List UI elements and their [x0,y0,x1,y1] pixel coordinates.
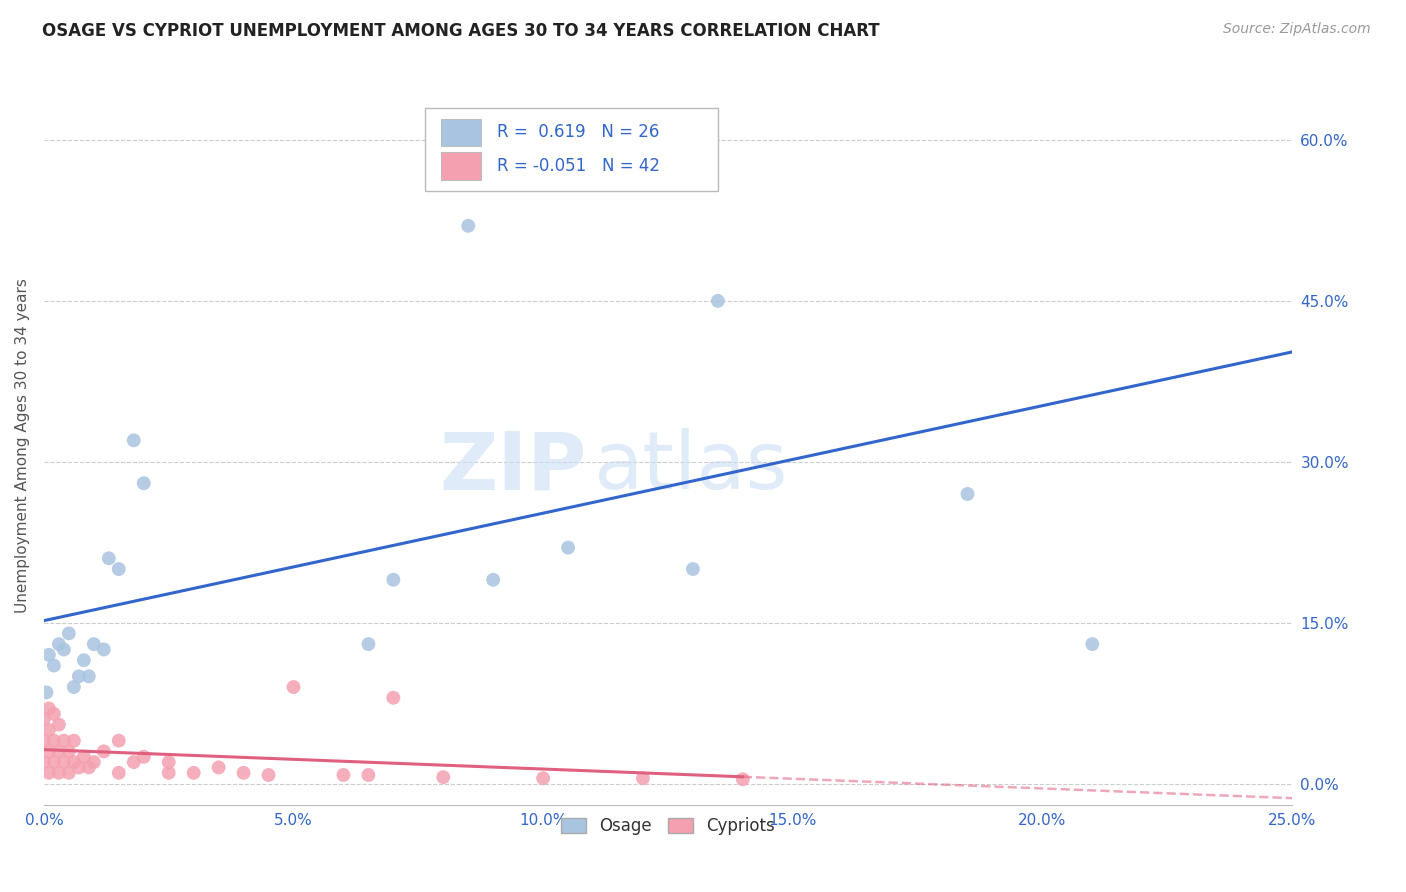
Point [73,653,96,667]
Point [157,765,180,780]
Point [631,133,654,147]
Point [183,765,205,780]
Point [257,768,280,782]
Point [58,626,80,640]
Point [332,768,354,782]
Point [38,744,60,758]
Point [432,770,454,784]
Point [83,637,105,651]
Point [63,755,86,769]
Point [52,642,75,657]
Point [631,771,654,785]
Point [107,733,129,747]
Point [35,685,58,699]
Point [32,712,55,726]
Point [67,760,90,774]
Point [682,562,704,576]
Point [48,744,70,758]
Point [58,765,80,780]
Point [283,680,305,694]
Point [956,487,979,501]
Text: R =  0.619   N = 26: R = 0.619 N = 26 [496,123,659,141]
Y-axis label: Unemployment Among Ages 30 to 34 years: Unemployment Among Ages 30 to 34 years [15,278,30,613]
Point [58,744,80,758]
Point [42,755,65,769]
Point [38,648,60,662]
Point [42,658,65,673]
FancyBboxPatch shape [425,108,718,191]
Point [482,573,505,587]
Point [122,434,145,448]
Point [42,733,65,747]
Point [232,765,254,780]
Point [707,293,730,308]
Point [107,765,129,780]
Legend: Osage, Cypriots: Osage, Cypriots [553,809,783,844]
Point [531,771,554,785]
Text: Source: ZipAtlas.com: Source: ZipAtlas.com [1223,22,1371,37]
FancyBboxPatch shape [441,119,481,146]
Point [107,562,129,576]
Point [77,669,100,683]
Point [557,541,579,555]
Point [122,755,145,769]
Point [32,733,55,747]
Point [63,680,86,694]
Point [1081,637,1104,651]
Point [73,749,96,764]
Point [132,749,155,764]
Point [77,760,100,774]
Point [52,733,75,747]
Point [132,476,155,491]
Point [38,723,60,737]
Point [63,733,86,747]
Point [38,701,60,715]
Point [207,760,229,774]
Point [52,755,75,769]
Point [357,637,380,651]
Point [38,765,60,780]
Point [93,744,115,758]
Text: R = -0.051   N = 42: R = -0.051 N = 42 [496,157,659,175]
Point [42,706,65,721]
Point [83,755,105,769]
Point [382,573,405,587]
Point [731,772,754,787]
Point [48,637,70,651]
Text: ZIP: ZIP [440,428,586,507]
Point [357,768,380,782]
Text: atlas: atlas [593,428,787,507]
Point [457,219,479,233]
Point [32,755,55,769]
Point [382,690,405,705]
Point [48,765,70,780]
FancyBboxPatch shape [441,153,481,180]
Point [93,642,115,657]
Point [157,755,180,769]
Point [97,551,120,566]
Point [48,717,70,731]
Text: OSAGE VS CYPRIOT UNEMPLOYMENT AMONG AGES 30 TO 34 YEARS CORRELATION CHART: OSAGE VS CYPRIOT UNEMPLOYMENT AMONG AGES… [42,22,880,40]
Point [67,669,90,683]
